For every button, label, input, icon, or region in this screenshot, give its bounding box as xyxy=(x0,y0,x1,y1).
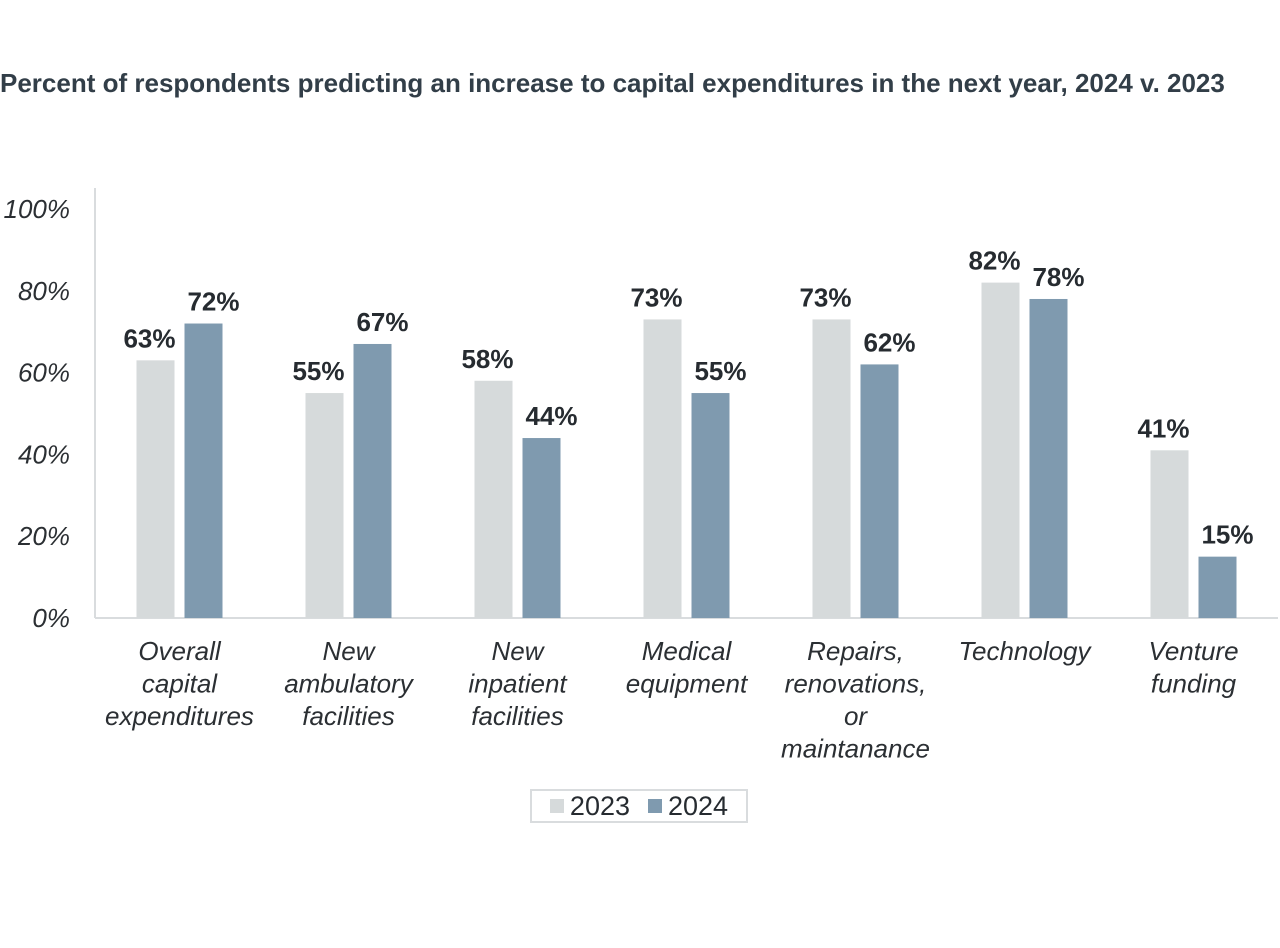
category-label-line: equipment xyxy=(626,669,749,699)
category-label-line: funding xyxy=(1151,669,1237,699)
bar-2023 xyxy=(1150,450,1189,618)
y-tick-label: 80% xyxy=(18,276,70,306)
legend-item-2023: 2023 xyxy=(549,790,630,822)
category-label-line: renovations, xyxy=(785,669,927,699)
bar-2024 xyxy=(353,343,392,618)
chart-title: Percent of respondents predicting an inc… xyxy=(0,68,1225,98)
bar-2024 xyxy=(184,323,223,618)
bar-2023 xyxy=(474,380,513,618)
data-label-2024: 67% xyxy=(356,307,408,337)
bar-2024 xyxy=(691,393,730,618)
bar-2024 xyxy=(522,438,561,618)
data-label-2023: 58% xyxy=(461,344,513,374)
bar-2024 xyxy=(860,364,899,618)
y-tick-label: 40% xyxy=(18,439,70,469)
category-label: New ambulatory facilities xyxy=(284,636,415,731)
bar-2023 xyxy=(643,319,682,618)
legend-label-2024: 2024 xyxy=(668,790,729,821)
legend-swatch-2024 xyxy=(648,799,662,813)
category-label-line: Venture xyxy=(1148,636,1238,666)
y-tick-label: 100% xyxy=(4,194,71,224)
category-label: Medical equipment xyxy=(626,636,749,699)
category-label-line: Medical xyxy=(642,636,733,666)
category-label-line: ambulatory xyxy=(284,669,415,699)
data-label-2023: 41% xyxy=(1137,413,1189,443)
bar-2024 xyxy=(1029,298,1068,618)
category-label-line: facilities xyxy=(302,701,394,731)
legend: 2023 2024 xyxy=(530,789,748,823)
bar-2023 xyxy=(136,360,175,618)
data-label-2023: 55% xyxy=(292,356,344,386)
data-label-2024: 44% xyxy=(525,401,577,431)
bar-2023 xyxy=(305,393,344,618)
data-label-2024: 55% xyxy=(694,356,746,386)
data-label-2024: 62% xyxy=(863,327,915,357)
data-label-2024: 15% xyxy=(1201,520,1253,550)
category-label: Technology xyxy=(958,636,1092,666)
data-label-2023: 73% xyxy=(630,282,682,312)
category-label-line: capital xyxy=(142,669,218,699)
category-label: New inpatient facilities xyxy=(468,636,568,731)
legend-item-2024: 2024 xyxy=(648,791,728,822)
category-label: Overall capital expenditures xyxy=(105,636,254,731)
category-label-line: facilities xyxy=(471,701,563,731)
data-label-2023: 63% xyxy=(123,323,175,353)
category-label-line: Repairs, xyxy=(807,636,904,666)
data-label-2023: 73% xyxy=(799,282,851,312)
category-label-line: Technology xyxy=(958,636,1092,666)
category-label-line: inpatient xyxy=(468,669,568,699)
data-label-2024: 78% xyxy=(1032,262,1084,292)
category-label-line: expenditures xyxy=(105,701,254,731)
y-tick-label: 20% xyxy=(17,521,70,551)
category-label: Repairs, renovations, or maintanance xyxy=(781,636,930,764)
category-label-line: maintanance xyxy=(781,734,930,764)
y-tick-label: 60% xyxy=(18,358,70,388)
data-label-2024: 72% xyxy=(187,287,239,317)
y-tick-label: 0% xyxy=(32,603,70,633)
data-label-2023: 82% xyxy=(968,246,1020,276)
legend-label-2023: 2023 xyxy=(569,790,630,821)
category-label-line: New xyxy=(491,636,545,666)
category-label-line: New xyxy=(322,636,376,666)
legend-swatch-2023 xyxy=(549,799,564,813)
bar-2024 xyxy=(1198,556,1237,618)
bar-2023 xyxy=(812,319,851,618)
category-label-line: or xyxy=(844,701,868,731)
category-label-line: Overall xyxy=(138,636,222,666)
category-label: Venture funding xyxy=(1148,636,1238,699)
bar-2023 xyxy=(981,282,1020,618)
